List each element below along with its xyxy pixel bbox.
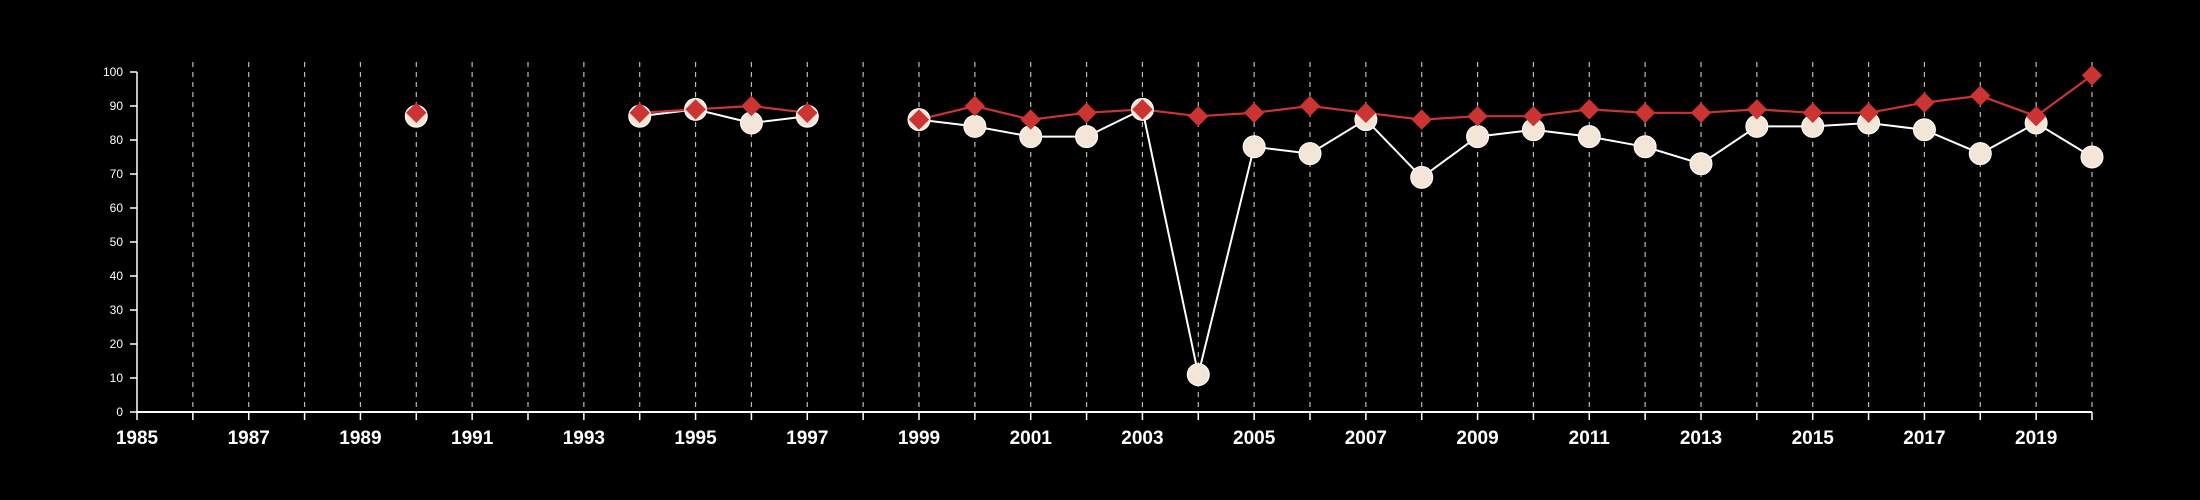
data-point-diamond (629, 102, 650, 124)
series-line-red (918, 74, 2093, 121)
y-tick-label: 90 (110, 99, 124, 113)
data-point-circle (1633, 135, 1657, 159)
data-point-diamond (406, 102, 427, 124)
data-point-diamond (741, 95, 762, 117)
data-point-diamond (1523, 105, 1544, 127)
x-tick-label: 2019 (2015, 428, 2057, 449)
data-point-diamond (1970, 85, 1991, 107)
x-tick-label: 2001 (1010, 428, 1053, 449)
data-point-circle (1186, 363, 1210, 387)
grid-layer (192, 62, 2093, 412)
x-tick-label: 2015 (1792, 428, 1835, 449)
y-tick-label: 40 (110, 269, 124, 283)
y-tick-label: 0 (116, 405, 123, 419)
x-tick-label: 1987 (228, 428, 270, 449)
data-point-diamond (1020, 109, 1041, 130)
series-line-white (918, 107, 2093, 375)
data-point-diamond (1076, 102, 1097, 124)
data-point-circle (1410, 165, 1434, 189)
x-tick-label: 2017 (1903, 428, 1945, 449)
x-tick-label: 2013 (1680, 428, 1722, 449)
x-tick-label: 1999 (898, 428, 940, 449)
data-point-diamond (1858, 102, 1879, 124)
x-tick-label: 2007 (1345, 428, 1387, 449)
x-tick-label: 2003 (1121, 428, 1163, 449)
data-point-circle (2080, 145, 2104, 169)
x-tick-label: 1991 (451, 428, 494, 449)
data-point-circle (1075, 125, 1099, 149)
data-point-diamond (1188, 105, 1209, 127)
x-tick-label: 1995 (674, 428, 717, 449)
data-point-diamond (685, 99, 706, 120)
axis-layer: 0 10 20 30 40 50 60 70 80 90 100 1985 1987 1989 1991 19… (103, 65, 2093, 449)
x-tick-label: 1985 (116, 428, 159, 449)
data-point-diamond (1467, 105, 1488, 127)
data-point-circle (1242, 135, 1266, 159)
data-point-diamond (908, 109, 930, 130)
y-tick-label: 100 (103, 65, 123, 79)
data-point-circle (1912, 118, 1936, 142)
data-point-diamond (1579, 99, 1600, 120)
data-point-diamond (1690, 102, 1712, 124)
data-point-diamond (797, 102, 818, 124)
data-point-diamond (1132, 99, 1153, 120)
y-tick-label: 20 (110, 337, 124, 351)
data-point-circle (963, 114, 987, 138)
data-point-diamond (1746, 99, 1768, 120)
data-point-diamond (1299, 95, 1321, 117)
data-point-circle (1466, 125, 1490, 149)
data-point-diamond (964, 95, 986, 117)
x-tick-label: 1997 (786, 428, 828, 449)
data-point-circle (1298, 142, 1322, 166)
x-tick-label: 2009 (1456, 428, 1498, 449)
data-point-circle (1689, 152, 1713, 176)
y-tick-label: 70 (110, 167, 124, 181)
data-point-diamond (1802, 102, 1823, 124)
x-tick-label: 2005 (1233, 428, 1276, 449)
y-tick-label: 50 (110, 235, 124, 249)
data-point-circle (1577, 125, 1601, 149)
y-tick-label: 80 (110, 133, 124, 147)
y-tick-label: 10 (110, 371, 124, 385)
series-line-red (639, 104, 808, 114)
data-point-diamond (2025, 105, 2047, 127)
series-line-white (639, 108, 808, 125)
x-tick-label: 2011 (1569, 428, 1611, 449)
data-point-diamond (2081, 65, 2103, 86)
data-point-diamond (1634, 102, 1656, 124)
data-point-diamond (1914, 92, 1935, 113)
x-tick-label: 1989 (339, 428, 381, 449)
series-layer (404, 65, 2104, 387)
data-point-diamond (1355, 102, 1377, 124)
data-point-diamond (1243, 102, 1265, 124)
y-tick-label: 60 (110, 201, 124, 215)
data-point-circle (1968, 142, 1992, 166)
y-tick-label: 30 (110, 303, 124, 317)
x-tick-label: 1993 (563, 428, 605, 449)
data-point-diamond (1411, 109, 1432, 130)
